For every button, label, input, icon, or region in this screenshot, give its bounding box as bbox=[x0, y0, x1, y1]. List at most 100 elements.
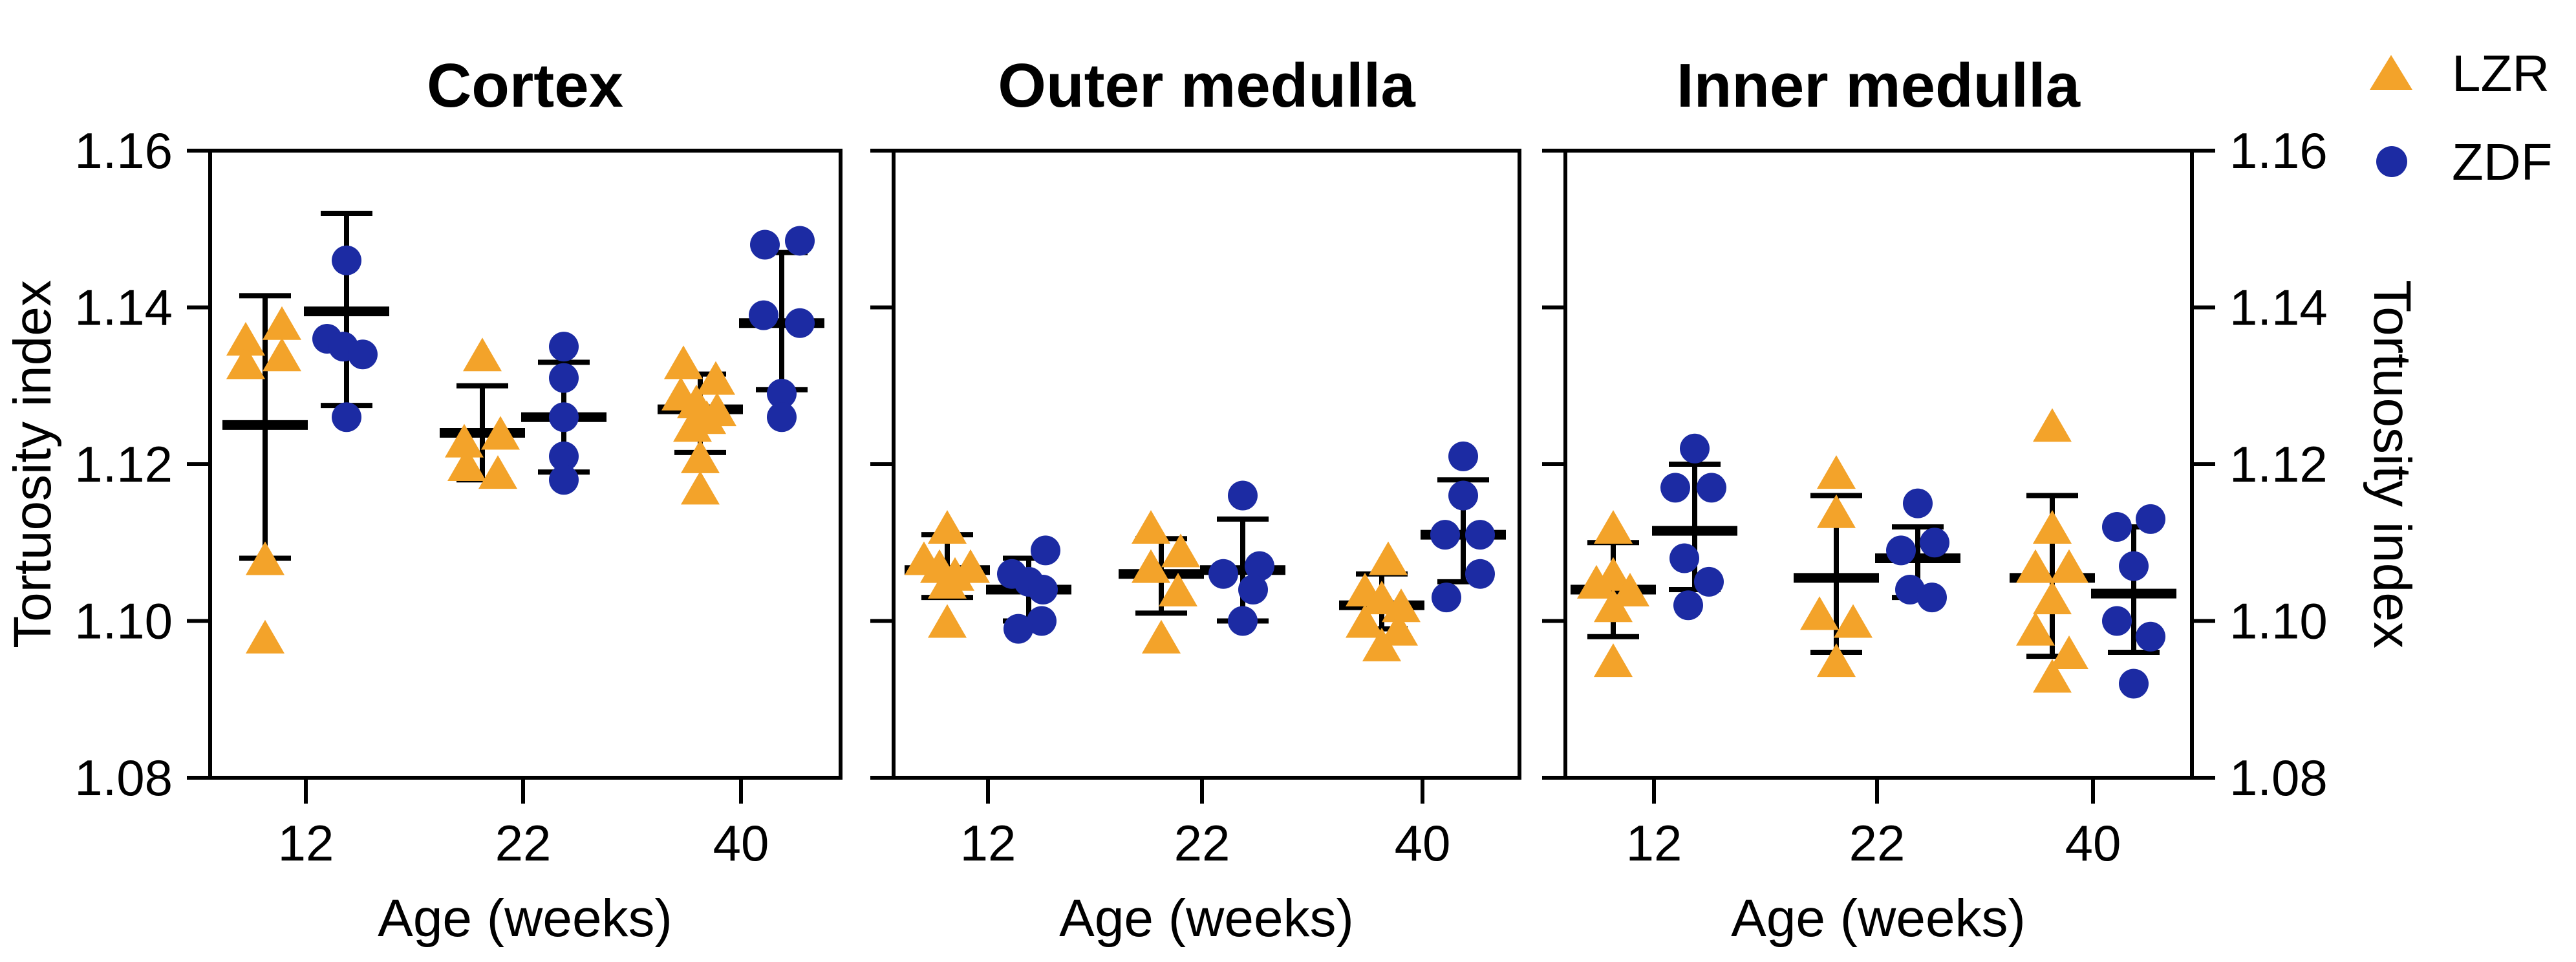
x-tick-label: 12 bbox=[278, 815, 334, 871]
zdf-point bbox=[332, 402, 361, 433]
y-axis-label-right: Tortuosity index bbox=[2363, 280, 2421, 648]
lzr-point bbox=[1362, 627, 1401, 661]
zdf-point bbox=[549, 332, 579, 362]
lzr-point bbox=[928, 510, 967, 544]
lzr-point bbox=[696, 361, 735, 395]
lzr-point bbox=[481, 416, 520, 450]
zdf-point bbox=[1660, 473, 1690, 503]
zdf-point bbox=[549, 465, 579, 495]
x-tick-label: 22 bbox=[1849, 815, 1905, 871]
panel-frame bbox=[1563, 149, 2194, 780]
panel-title-outer-medulla: Outer medulla bbox=[998, 51, 1415, 120]
zdf-point bbox=[767, 402, 797, 433]
zdf-point bbox=[1673, 590, 1703, 621]
x-axis-label-outer-medulla: Age (weeks) bbox=[1059, 889, 1354, 948]
lzr-point bbox=[463, 337, 502, 372]
lzr-point bbox=[1594, 510, 1633, 544]
zdf-group-22 bbox=[1875, 488, 1960, 613]
zdf-point bbox=[1245, 551, 1274, 581]
zdf-group-12 bbox=[1652, 433, 1737, 621]
lzr-point bbox=[928, 564, 967, 599]
lzr-point bbox=[1369, 541, 1408, 575]
lzr-point bbox=[2016, 612, 2055, 646]
zdf-point bbox=[1917, 583, 1947, 613]
panel-frame bbox=[208, 149, 843, 780]
zdf-point bbox=[2119, 551, 2149, 581]
zdf-point bbox=[1238, 575, 1268, 604]
y-tick-label-right: 1.10 bbox=[2229, 593, 2328, 650]
lzr-point bbox=[1577, 564, 1616, 599]
x-tick-label: 22 bbox=[1174, 815, 1230, 871]
zdf-point bbox=[1208, 559, 1238, 589]
zdf-group-12 bbox=[304, 211, 389, 433]
lzr-point bbox=[1379, 612, 1418, 646]
y-tick-label: 1.16 bbox=[74, 122, 173, 179]
zdf-point bbox=[1920, 528, 1949, 558]
legend-zdf-circle-icon bbox=[2376, 146, 2407, 177]
x-tick-label: 40 bbox=[2065, 815, 2121, 871]
lzr-point bbox=[1817, 643, 1856, 678]
lzr-group-22 bbox=[1119, 510, 1204, 654]
x-tick-label: 40 bbox=[713, 815, 769, 871]
y-tick-label-right: 1.16 bbox=[2229, 122, 2328, 179]
zdf-point bbox=[785, 308, 815, 338]
lzr-point bbox=[673, 408, 712, 442]
zdf-point bbox=[749, 300, 778, 330]
zdf-point bbox=[767, 378, 797, 409]
panel-title-inner-medulla: Inner medulla bbox=[1677, 51, 2081, 120]
lzr-point bbox=[2016, 549, 2055, 583]
lzr-group-40 bbox=[1339, 541, 1424, 661]
lzr-point bbox=[2033, 510, 2072, 544]
lzr-point bbox=[664, 345, 703, 379]
x-tick-label: 22 bbox=[495, 815, 552, 871]
panels-container: 1.16 1.14 1.12 1.10 1.08 12 22 40 12 22 40 1.16 1.14… bbox=[74, 122, 2328, 871]
zdf-point bbox=[1228, 480, 1258, 511]
zdf-point bbox=[1903, 488, 1933, 518]
lzr-point bbox=[2033, 659, 2072, 693]
lzr-point bbox=[1594, 588, 1633, 623]
zdf-point bbox=[1004, 614, 1033, 644]
y-tick-label: 1.14 bbox=[74, 279, 173, 336]
zdf-point bbox=[1027, 606, 1057, 636]
lzr-point bbox=[1132, 549, 1170, 583]
lzr-point bbox=[681, 471, 720, 505]
zdf-group-40 bbox=[739, 226, 824, 433]
zdf-group-40 bbox=[1421, 441, 1506, 613]
lzr-group-12 bbox=[905, 510, 990, 638]
lzr-point bbox=[246, 541, 284, 575]
panel-title-cortex: Cortex bbox=[427, 51, 623, 120]
y-tick-label: 1.10 bbox=[74, 593, 173, 650]
lzr-point bbox=[1594, 643, 1633, 678]
y-tick-label: 1.12 bbox=[74, 436, 173, 493]
legend: LZR ZDF bbox=[2370, 45, 2553, 191]
zdf-point bbox=[1432, 583, 1461, 613]
zdf-point bbox=[1448, 480, 1478, 511]
x-axis-label-inner-medulla: Age (weeks) bbox=[1731, 889, 2026, 948]
zdf-point bbox=[1465, 520, 1495, 550]
lzr-point bbox=[478, 455, 517, 489]
panel-outer-medulla: 12 22 40 bbox=[870, 149, 1521, 871]
zdf-point bbox=[1886, 535, 1916, 566]
lzr-point bbox=[1817, 455, 1856, 489]
lzr-group-22 bbox=[440, 337, 525, 489]
lzr-point bbox=[226, 322, 265, 356]
zdf-point bbox=[2136, 504, 2165, 534]
x-tick-label: 12 bbox=[960, 815, 1016, 871]
lzr-point bbox=[1611, 573, 1649, 606]
zdf-point bbox=[549, 363, 579, 393]
lzr-point bbox=[445, 423, 484, 458]
x-axis-label-cortex: Age (weeks) bbox=[378, 889, 672, 948]
x-tick-label: 40 bbox=[1395, 815, 1451, 871]
lzr-point bbox=[1159, 573, 1197, 606]
y-tick-label-right: 1.12 bbox=[2229, 436, 2328, 493]
zdf-point bbox=[1465, 559, 1495, 589]
zdf-group-12 bbox=[986, 535, 1071, 644]
zdf-point bbox=[1669, 543, 1699, 573]
y-tick-label-right: 1.14 bbox=[2229, 279, 2328, 336]
lzr-group-22 bbox=[1794, 455, 1879, 678]
lzr-point bbox=[1800, 596, 1839, 630]
zdf-point bbox=[1680, 433, 1710, 464]
y-tick-label-right: 1.08 bbox=[2229, 749, 2328, 806]
